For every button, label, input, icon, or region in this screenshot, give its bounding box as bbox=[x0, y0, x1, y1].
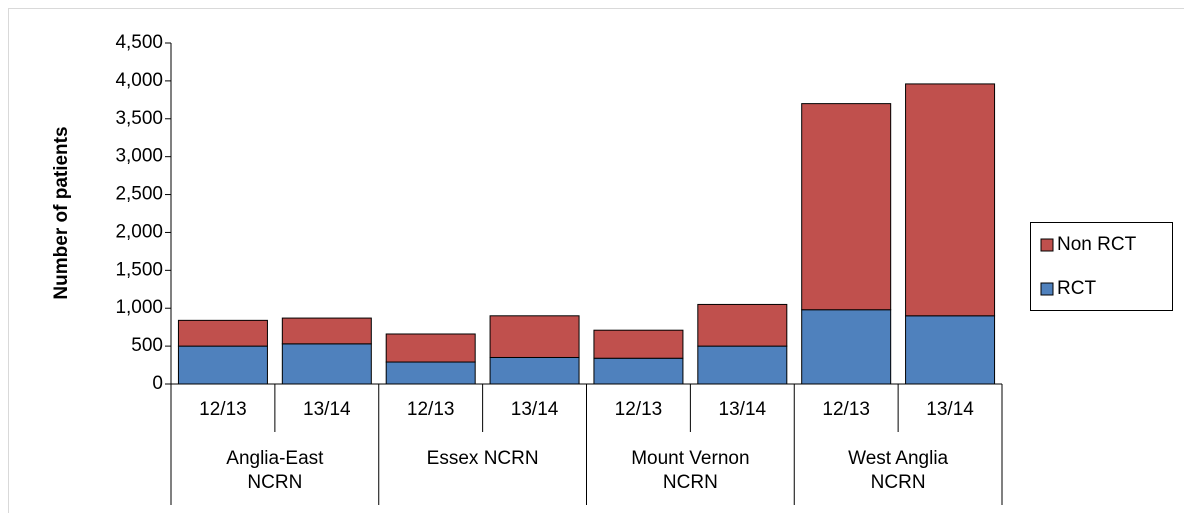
bar-segment bbox=[489, 315, 580, 358]
y-axis-label: Number of patients bbox=[51, 126, 72, 299]
bar-segment bbox=[905, 83, 996, 317]
bar-segment bbox=[801, 309, 892, 385]
bar-segment bbox=[801, 103, 892, 311]
x-tick-label: 12/13 bbox=[822, 399, 870, 420]
y-tick-label: 4,000 bbox=[115, 70, 163, 91]
group-label: Essex NCRN bbox=[426, 448, 539, 469]
y-tick-label: 2,000 bbox=[115, 221, 163, 242]
bar-segment bbox=[593, 329, 684, 359]
x-tick-label: 13/14 bbox=[511, 399, 559, 420]
bar-segment bbox=[905, 315, 996, 385]
y-tick-label: 1,000 bbox=[115, 297, 163, 318]
bar-segment bbox=[385, 361, 476, 385]
group-label: Mount Vernon NCRN bbox=[631, 448, 750, 493]
group-label: West Anglia NCRN bbox=[848, 448, 949, 493]
chart-border bbox=[8, 8, 1184, 513]
y-tick-label: 500 bbox=[131, 335, 163, 356]
y-tick-label: 2,500 bbox=[115, 184, 163, 205]
bar-segment bbox=[697, 303, 788, 347]
bar-segment bbox=[281, 343, 372, 385]
bar-segment bbox=[177, 345, 268, 385]
legend-label: Non RCT bbox=[1057, 234, 1137, 255]
y-tick-label: 3,500 bbox=[115, 108, 163, 129]
group-label: Anglia-East NCRN bbox=[226, 448, 324, 493]
y-tick-label: 3,000 bbox=[115, 146, 163, 167]
x-tick-label: 12/13 bbox=[615, 399, 663, 420]
legend-swatch bbox=[1040, 282, 1054, 296]
bar-segment bbox=[385, 333, 476, 363]
bar-segment bbox=[281, 317, 372, 345]
legend-swatch bbox=[1040, 238, 1054, 252]
bar-segment bbox=[593, 357, 684, 385]
y-tick-label: 1,500 bbox=[115, 259, 163, 280]
legend-box bbox=[1030, 222, 1173, 311]
legend-label: RCT bbox=[1057, 278, 1096, 299]
bar-segment bbox=[177, 319, 268, 347]
x-tick-label: 13/14 bbox=[719, 399, 767, 420]
x-tick-label: 12/13 bbox=[199, 399, 247, 420]
x-tick-label: 13/14 bbox=[303, 399, 351, 420]
bar-segment bbox=[489, 356, 580, 385]
x-tick-label: 13/14 bbox=[926, 399, 974, 420]
y-tick-label: 0 bbox=[152, 373, 163, 394]
x-tick-label: 12/13 bbox=[407, 399, 455, 420]
bar-segment bbox=[697, 345, 788, 385]
y-tick-label: 4,500 bbox=[115, 32, 163, 53]
